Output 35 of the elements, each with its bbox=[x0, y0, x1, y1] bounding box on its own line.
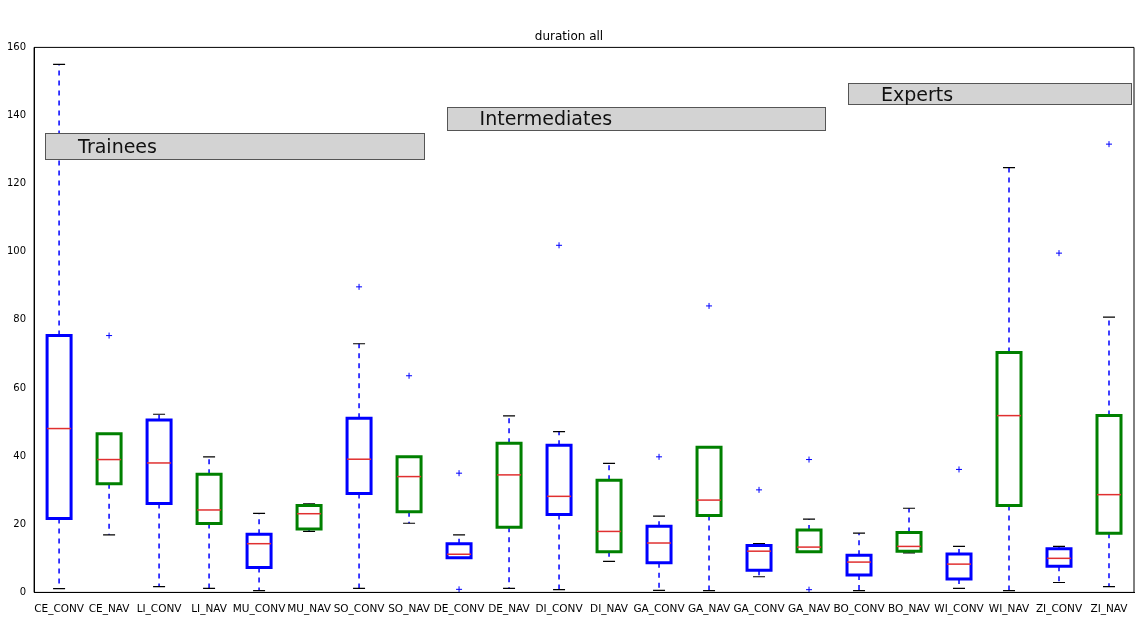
x-tick-label: CE_CONV bbox=[34, 602, 85, 616]
x-tick-label: GA_NAV bbox=[687, 602, 731, 616]
y-tick-label: 80 bbox=[13, 313, 27, 325]
y-tick-label: 20 bbox=[13, 517, 27, 529]
x-tick-label: LI_CONV bbox=[136, 602, 183, 616]
y-tick-label: 60 bbox=[13, 381, 27, 393]
y-tick-label: 40 bbox=[13, 449, 27, 461]
x-tick-label: DE_CONV bbox=[433, 602, 486, 616]
x-tick-label: BO_NAV bbox=[887, 602, 931, 616]
x-tick-label: GA_CONV bbox=[733, 602, 786, 616]
x-tick-label: LI_NAV bbox=[191, 602, 228, 616]
y-tick-label: 100 bbox=[6, 245, 27, 257]
y-tick-label: 0 bbox=[19, 585, 27, 597]
x-tick-label: BO_CONV bbox=[833, 602, 886, 616]
x-tick-label: MU_NAV bbox=[287, 602, 332, 616]
y-tick-label: 120 bbox=[6, 177, 27, 189]
x-tick-label: GA_NAV bbox=[787, 602, 831, 616]
chart-title: duration all bbox=[534, 29, 604, 44]
y-tick-label: 160 bbox=[6, 40, 27, 52]
x-tick-label: MU_CONV bbox=[232, 602, 287, 616]
x-tick-label: WI_NAV bbox=[988, 602, 1030, 616]
x-tick-label: DI_CONV bbox=[535, 602, 584, 616]
x-tick-label: WI_CONV bbox=[934, 602, 985, 616]
label-box: Experts bbox=[848, 83, 1132, 106]
y-tick-label: 140 bbox=[6, 109, 27, 121]
x-tick-label: ZI_CONV bbox=[1035, 602, 1083, 616]
x-tick-label: DI_NAV bbox=[590, 602, 629, 616]
x-tick-label: CE_NAV bbox=[88, 602, 131, 616]
label-box: Trainees bbox=[45, 132, 425, 160]
x-tick-label: SO_NAV bbox=[388, 602, 431, 616]
label-box: Intermediates bbox=[446, 107, 826, 131]
x-tick-label: SO_CONV bbox=[333, 602, 386, 616]
x-tick-label: ZI_NAV bbox=[1090, 602, 1129, 616]
x-tick-label: GA_CONV bbox=[633, 602, 686, 616]
x-tick-label: DE_NAV bbox=[488, 602, 531, 616]
